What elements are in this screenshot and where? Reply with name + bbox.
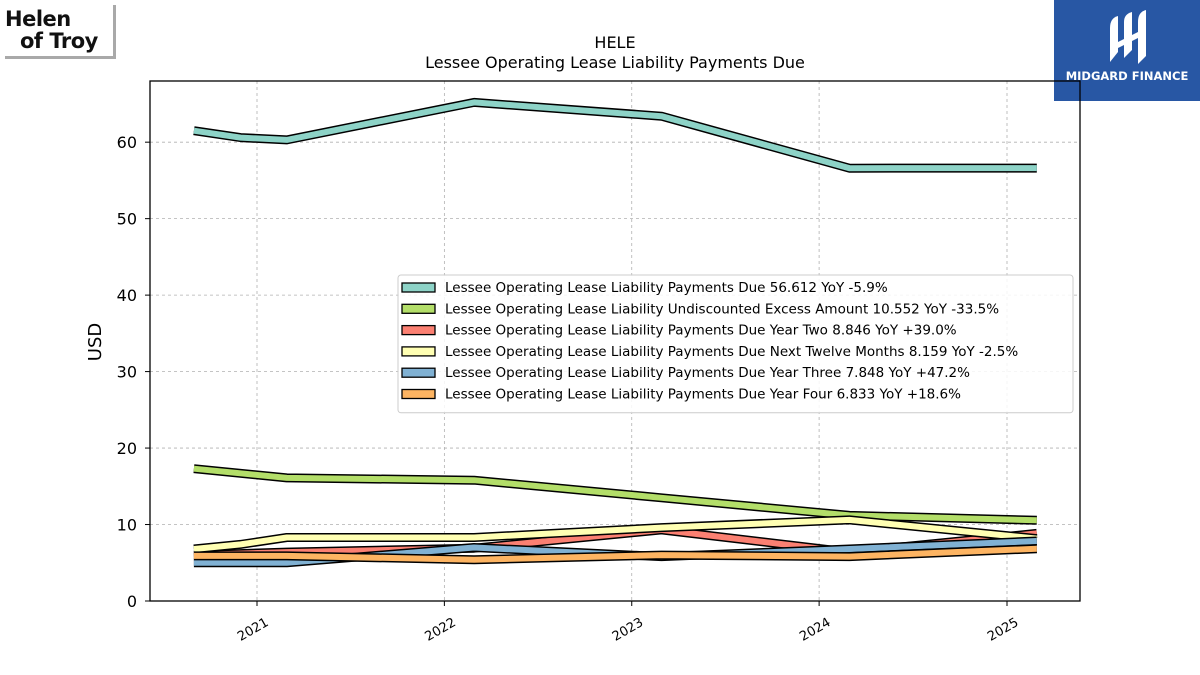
logo-left-line2: of Troy: [20, 29, 98, 53]
series-line: [193, 97, 1037, 173]
x-tick-label: 2023: [610, 615, 646, 645]
legend-swatch: [401, 367, 436, 378]
legend-label: Lessee Operating Lease Liability Payment…: [445, 344, 1018, 360]
series-line-fill: [193, 99, 1037, 172]
midgard-finance-logo: MIDGARD FINANCE: [1054, 0, 1200, 101]
y-tick-label: 30: [117, 363, 137, 382]
series-line: [193, 536, 1037, 568]
series-layer: [193, 97, 1038, 568]
chart-title: HELE: [594, 33, 635, 52]
series-line: [193, 515, 1038, 554]
x-tick-label: 2021: [235, 615, 271, 645]
y-tick-label: 20: [117, 439, 137, 458]
series-line-fill: [193, 516, 1038, 552]
series-line: [193, 544, 1037, 565]
legend-swatch: [401, 388, 436, 400]
legend-label: Lessee Operating Lease Liability Payment…: [445, 323, 957, 339]
y-tick-label: 50: [117, 210, 137, 229]
y-axis-label: USD: [85, 323, 106, 361]
y-tick-label: 60: [117, 133, 137, 152]
x-tick-label: 2022: [423, 615, 459, 645]
legend-box: [397, 274, 1074, 414]
legend-swatch: [401, 282, 436, 293]
y-axis: 0 10 20 30 40 50 60: [117, 133, 150, 611]
series-line: [193, 464, 1037, 525]
plot-frame: [149, 80, 1081, 602]
legend-label: Lessee Operating Lease Liability Undisco…: [445, 301, 999, 317]
series-line-fill: [193, 545, 1037, 563]
series-line-fill: [193, 538, 1037, 566]
logo-left-line1: Helen: [5, 7, 71, 31]
y-tick-label: 10: [117, 516, 137, 535]
series-line-fill: [193, 465, 1037, 524]
x-axis: 2021 2022 2023 2024 2025: [235, 601, 1021, 645]
helen-of-troy-logo: Helen of Troy: [5, 5, 116, 59]
legend: Lessee Operating Lease Liability Payment…: [397, 274, 1074, 414]
x-tick-label: 2025: [985, 615, 1021, 645]
legend-label: Lessee Operating Lease Liability Payment…: [445, 280, 888, 296]
legend-label: Lessee Operating Lease Liability Payment…: [445, 365, 970, 381]
y-tick-label: 0: [127, 592, 137, 611]
y-tick-label: 40: [117, 286, 137, 305]
chart-subtitle: Lessee Operating Lease Liability Payment…: [425, 53, 805, 72]
logo-right-caption: MIDGARD FINANCE: [1065, 69, 1189, 83]
midgard-emblem-icon: [1110, 10, 1146, 64]
legend-swatch: [401, 324, 436, 336]
legend-swatch: [401, 346, 436, 357]
legend-label: Lessee Operating Lease Liability Payment…: [445, 387, 961, 403]
x-tick-label: 2024: [797, 615, 833, 645]
legend-swatch: [401, 303, 436, 314]
